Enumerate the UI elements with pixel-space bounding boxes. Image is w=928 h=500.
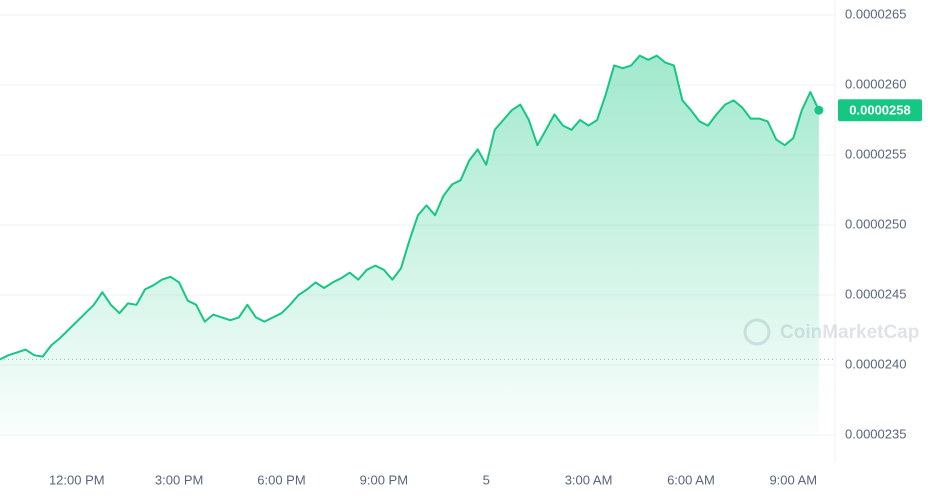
price-badge <box>838 99 922 122</box>
x-tick-label: 5 <box>483 472 490 487</box>
area <box>0 55 819 435</box>
y-tick-label: 0.0000265 <box>845 6 906 21</box>
y-tick-label: 0.0000250 <box>845 216 906 231</box>
y-tick-label: 0.0000235 <box>845 426 906 441</box>
x-tick-label: 9:00 AM <box>769 472 817 487</box>
x-tick-label: 3:00 PM <box>155 472 203 487</box>
x-tick-label: 12:00 PM <box>49 472 105 487</box>
last-point <box>814 105 824 115</box>
y-tick-label: 0.0000255 <box>845 146 906 161</box>
price-line <box>0 54 820 361</box>
x-tick-label: 6:00 AM <box>667 472 715 487</box>
price-badge-label: 0.0000258 <box>849 103 910 118</box>
y-tick-label: 0.0000260 <box>845 76 906 91</box>
x-tick-label: 9:00 PM <box>360 472 408 487</box>
x-tick-label: 6:00 PM <box>257 472 305 487</box>
y-tick-label: 0.0000245 <box>845 286 906 301</box>
y-tick-label: 0.0000240 <box>845 356 906 371</box>
x-tick-label: 3:00 AM <box>565 472 613 487</box>
